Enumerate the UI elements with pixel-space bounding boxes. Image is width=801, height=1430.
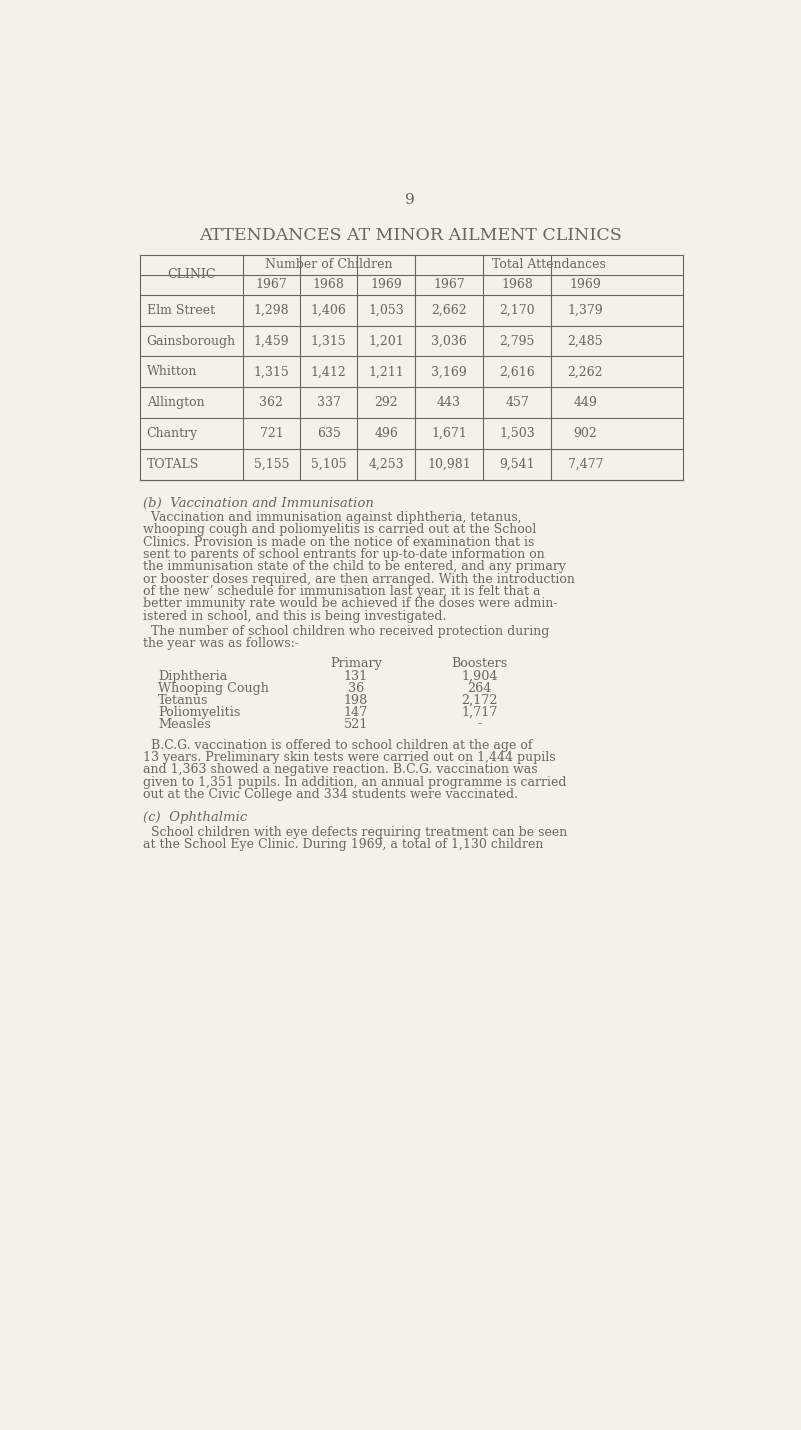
Text: Elm Street: Elm Street xyxy=(147,303,215,316)
Text: Diphtheria: Diphtheria xyxy=(159,669,227,682)
Text: 2,616: 2,616 xyxy=(499,365,535,379)
Text: 147: 147 xyxy=(344,705,368,719)
Text: 292: 292 xyxy=(374,396,398,409)
Text: B.C.G. vaccination is offered to school children at the age of: B.C.G. vaccination is offered to school … xyxy=(143,739,532,752)
Text: 1,315: 1,315 xyxy=(254,365,289,379)
Text: 1,412: 1,412 xyxy=(311,365,347,379)
Text: 131: 131 xyxy=(344,669,368,682)
Text: Chantry: Chantry xyxy=(147,428,198,440)
Text: at the School Eye Clinic. During 1969, a total of 1,130 children: at the School Eye Clinic. During 1969, a… xyxy=(143,838,543,851)
Text: and 1,363 showed a negative reaction. B.C.G. vaccination was: and 1,363 showed a negative reaction. B.… xyxy=(143,764,537,776)
Text: 1,053: 1,053 xyxy=(368,303,404,316)
Text: 337: 337 xyxy=(317,396,340,409)
Text: 521: 521 xyxy=(344,718,368,731)
Text: 2,662: 2,662 xyxy=(431,303,467,316)
Text: Measles: Measles xyxy=(159,718,211,731)
Text: Total Attendances: Total Attendances xyxy=(492,259,606,272)
Text: 1968: 1968 xyxy=(313,279,344,292)
Text: 36: 36 xyxy=(348,682,364,695)
Text: given to 1,351 pupils. In addition, an annual programme is carried: given to 1,351 pupils. In addition, an a… xyxy=(143,775,566,789)
Text: 457: 457 xyxy=(505,396,529,409)
Text: 1,315: 1,315 xyxy=(311,335,347,347)
Text: 264: 264 xyxy=(468,682,492,695)
Text: 2,172: 2,172 xyxy=(461,694,498,706)
Text: 5,105: 5,105 xyxy=(311,458,347,470)
Text: sent to parents of school entrants for up-to-date information on: sent to parents of school entrants for u… xyxy=(143,548,545,561)
Text: the immunisation state of the child to be entered, and any primary: the immunisation state of the child to b… xyxy=(143,561,566,573)
Text: 1,406: 1,406 xyxy=(311,303,347,316)
Text: 362: 362 xyxy=(260,396,284,409)
Text: Boosters: Boosters xyxy=(452,658,508,671)
Text: the year was as follows:-: the year was as follows:- xyxy=(143,638,299,651)
Text: The number of school children who received protection during: The number of school children who receiv… xyxy=(143,625,549,638)
Text: 1,459: 1,459 xyxy=(254,335,289,347)
Text: Clinics. Provision is made on the notice of examination that is: Clinics. Provision is made on the notice… xyxy=(143,536,534,549)
Text: 4,253: 4,253 xyxy=(368,458,404,470)
Text: Gainsborough: Gainsborough xyxy=(147,335,235,347)
Text: Poliomyelitis: Poliomyelitis xyxy=(159,705,240,719)
Text: (c)  Ophthalmic: (c) Ophthalmic xyxy=(143,811,247,824)
Text: 1,201: 1,201 xyxy=(368,335,404,347)
Text: 1968: 1968 xyxy=(501,279,533,292)
Text: 9,541: 9,541 xyxy=(499,458,535,470)
Text: 1,379: 1,379 xyxy=(567,303,603,316)
Text: Whitton: Whitton xyxy=(147,365,197,379)
Text: 1967: 1967 xyxy=(256,279,288,292)
Text: 1,211: 1,211 xyxy=(368,365,404,379)
Text: of the new’ schedule for immunisation last year, it is felt that a: of the new’ schedule for immunisation la… xyxy=(143,585,540,598)
Text: 902: 902 xyxy=(574,428,598,440)
Text: Whooping Cough: Whooping Cough xyxy=(159,682,269,695)
Text: whooping cough and poliomyelitis is carried out at the School: whooping cough and poliomyelitis is carr… xyxy=(143,523,536,536)
Text: 1,298: 1,298 xyxy=(254,303,289,316)
Text: 2,795: 2,795 xyxy=(499,335,535,347)
Text: School children with eye defects requiring treatment can be seen: School children with eye defects requiri… xyxy=(143,825,567,839)
Text: 721: 721 xyxy=(260,428,284,440)
Text: 449: 449 xyxy=(574,396,598,409)
Text: 496: 496 xyxy=(374,428,398,440)
Text: 2,170: 2,170 xyxy=(499,303,535,316)
Text: 1,717: 1,717 xyxy=(461,705,498,719)
Text: 9: 9 xyxy=(405,193,415,207)
Text: 3,036: 3,036 xyxy=(431,335,467,347)
Text: 1,904: 1,904 xyxy=(461,669,498,682)
Text: Vaccination and immunisation against diphtheria, tetanus,: Vaccination and immunisation against dip… xyxy=(143,511,521,525)
Text: 10,981: 10,981 xyxy=(427,458,471,470)
Text: 7,477: 7,477 xyxy=(568,458,603,470)
Text: 5,155: 5,155 xyxy=(254,458,289,470)
Text: CLINIC: CLINIC xyxy=(167,269,215,282)
Text: 13 years. Preliminary skin tests were carried out on 1,444 pupils: 13 years. Preliminary skin tests were ca… xyxy=(143,751,555,764)
Text: 1,671: 1,671 xyxy=(431,428,467,440)
Text: or booster doses required, are then arranged. With the introduction: or booster doses required, are then arra… xyxy=(143,573,574,586)
Text: out at the Civic College and 334 students were vaccinated.: out at the Civic College and 334 student… xyxy=(143,788,517,801)
Text: 1,503: 1,503 xyxy=(499,428,535,440)
Text: 2,262: 2,262 xyxy=(568,365,603,379)
Text: better immunity rate would be achieved if the doses were admin-: better immunity rate would be achieved i… xyxy=(143,598,557,611)
Text: 443: 443 xyxy=(437,396,461,409)
Text: 3,169: 3,169 xyxy=(431,365,467,379)
Text: Number of Children: Number of Children xyxy=(265,259,392,272)
Text: 635: 635 xyxy=(317,428,340,440)
Text: TOTALS: TOTALS xyxy=(147,458,199,470)
Text: ATTENDANCES AT MINOR AILMENT CLINICS: ATTENDANCES AT MINOR AILMENT CLINICS xyxy=(199,227,622,245)
Text: 1967: 1967 xyxy=(433,279,465,292)
Text: Primary: Primary xyxy=(330,658,382,671)
Text: Allington: Allington xyxy=(147,396,204,409)
Text: 2,485: 2,485 xyxy=(567,335,603,347)
Text: istered in school, and this is being investigated.: istered in school, and this is being inv… xyxy=(143,609,446,622)
Text: Tetanus: Tetanus xyxy=(159,694,209,706)
Text: 1969: 1969 xyxy=(570,279,601,292)
Text: 198: 198 xyxy=(344,694,368,706)
Text: -: - xyxy=(477,718,482,731)
Text: (b)  Vaccination and Immunisation: (b) Vaccination and Immunisation xyxy=(143,496,373,509)
Text: 1969: 1969 xyxy=(370,279,402,292)
